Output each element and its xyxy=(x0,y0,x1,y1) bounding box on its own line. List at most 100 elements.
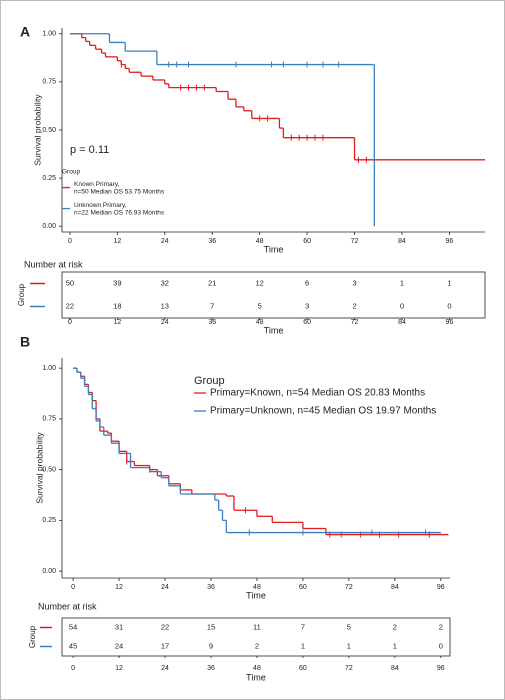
x-tick-label: 0 xyxy=(71,584,75,591)
x-tick-label: 84 xyxy=(391,584,399,591)
risk-count: 1 xyxy=(347,641,351,650)
legend-label: Known Primary, n=50 Median OS 53.75 Month… xyxy=(74,181,165,195)
risk-count: 7 xyxy=(210,301,214,310)
risk-count: 12 xyxy=(255,278,263,287)
risk-count: 5 xyxy=(347,622,351,631)
risk-count: 0 xyxy=(439,641,443,650)
x-tick-label: 36 xyxy=(207,584,215,591)
risk-table-box xyxy=(61,271,486,319)
risk-table-box xyxy=(61,617,451,657)
risk-count: 32 xyxy=(161,278,169,287)
x-tick-label: 60 xyxy=(299,584,307,591)
legend-label: Primary=Unknown, n=45 Median OS 19.97 Mo… xyxy=(210,406,436,417)
risk-count: 50 xyxy=(66,278,74,287)
y-tick-label: 0.25 xyxy=(42,175,56,182)
risk-count: 1 xyxy=(301,641,305,650)
y-axis-title: Survival probability xyxy=(34,432,44,504)
y-tick-label: 0.50 xyxy=(42,466,56,473)
x-tick-label: 72 xyxy=(345,665,353,672)
risk-count: 5 xyxy=(258,301,262,310)
risk-count: 3 xyxy=(352,278,356,287)
x-tick-label: 48 xyxy=(253,584,261,591)
p-value: p = 0.11 xyxy=(70,144,109,156)
risk-count: 17 xyxy=(161,641,169,650)
x-tick-label: 12 xyxy=(113,238,121,245)
risk-count: 11 xyxy=(253,622,261,631)
legend-title: Group xyxy=(62,169,80,176)
legend-title: Group xyxy=(194,375,225,387)
x-tick-label: 72 xyxy=(351,319,359,326)
risk-count: 1 xyxy=(393,641,397,650)
x-tick-label: 60 xyxy=(303,319,311,326)
x-tick-label: 96 xyxy=(437,665,445,672)
x-tick-label: 0 xyxy=(68,238,72,245)
x-tick-label: 12 xyxy=(115,584,123,591)
risk-count: 2 xyxy=(393,622,397,631)
y-tick-label: 1.00 xyxy=(42,365,56,372)
x-tick-label: 84 xyxy=(398,319,406,326)
risk-count: 9 xyxy=(209,641,213,650)
x-tick-label: 36 xyxy=(207,665,215,672)
x-tick-label: 60 xyxy=(299,665,307,672)
x-axis-title: Time xyxy=(246,672,266,682)
x-tick-label: 84 xyxy=(398,238,406,245)
y-tick-label: 0.00 xyxy=(42,223,56,230)
risk-count: 7 xyxy=(301,622,305,631)
risk-count: 22 xyxy=(161,622,169,631)
x-tick-label: 96 xyxy=(437,584,445,591)
risk-count: 1 xyxy=(400,278,404,287)
y-tick-label: 0.75 xyxy=(42,416,56,423)
x-tick-label: 96 xyxy=(446,238,454,245)
risk-count: 15 xyxy=(207,622,215,631)
risk-group-label: Group xyxy=(17,283,26,306)
risk-count: 18 xyxy=(113,301,121,310)
risk-count: 54 xyxy=(69,622,77,631)
y-tick-label: 0.00 xyxy=(42,568,56,575)
x-axis-title: Time xyxy=(264,325,284,335)
x-tick-label: 0 xyxy=(71,665,75,672)
risk-count: 6 xyxy=(305,278,309,287)
risk-group-label: Group xyxy=(28,625,37,648)
risk-count: 39 xyxy=(113,278,121,287)
y-tick-label: 1.00 xyxy=(42,31,56,38)
y-tick-label: 0.50 xyxy=(42,127,56,134)
x-tick-label: 48 xyxy=(253,665,261,672)
risk-count: 45 xyxy=(69,641,77,650)
x-tick-label: 36 xyxy=(208,319,216,326)
y-tick-label: 0.75 xyxy=(42,79,56,86)
x-tick-label: 24 xyxy=(161,319,169,326)
x-axis-title: Time xyxy=(264,244,284,254)
risk-count: 1 xyxy=(447,278,451,287)
x-tick-label: 72 xyxy=(351,238,359,245)
x-tick-label: 24 xyxy=(161,665,169,672)
risk-count: 2 xyxy=(255,641,259,650)
x-tick-label: 0 xyxy=(68,319,72,326)
risk-count: 2 xyxy=(352,301,356,310)
x-tick-label: 48 xyxy=(256,319,264,326)
risk-table-title: Number at risk xyxy=(24,259,83,269)
risk-count: 31 xyxy=(115,622,123,631)
x-tick-label: 84 xyxy=(391,665,399,672)
legend-label: Unknown Primary, n=22 Median OS 76.93 Mon… xyxy=(74,202,165,216)
panel-label: B xyxy=(20,334,30,350)
x-tick-label: 12 xyxy=(115,665,123,672)
x-tick-label: 72 xyxy=(345,584,353,591)
risk-table-title: Number at risk xyxy=(38,601,97,611)
x-tick-label: 96 xyxy=(446,319,454,326)
risk-count: 2 xyxy=(439,622,443,631)
x-tick-label: 24 xyxy=(161,584,169,591)
risk-count: 13 xyxy=(161,301,169,310)
y-axis-title: Survival probability xyxy=(32,94,42,166)
y-tick-label: 0.25 xyxy=(42,517,56,524)
risk-count: 0 xyxy=(400,301,404,310)
panel-label: A xyxy=(20,24,30,40)
x-tick-label: 36 xyxy=(208,238,216,245)
risk-count: 24 xyxy=(115,641,123,650)
x-tick-label: 48 xyxy=(256,238,264,245)
x-tick-label: 24 xyxy=(161,238,169,245)
legend-label: Primary=Known, n=54 Median OS 20.83 Mont… xyxy=(210,388,425,399)
risk-count: 0 xyxy=(447,301,451,310)
x-tick-label: 12 xyxy=(113,319,121,326)
